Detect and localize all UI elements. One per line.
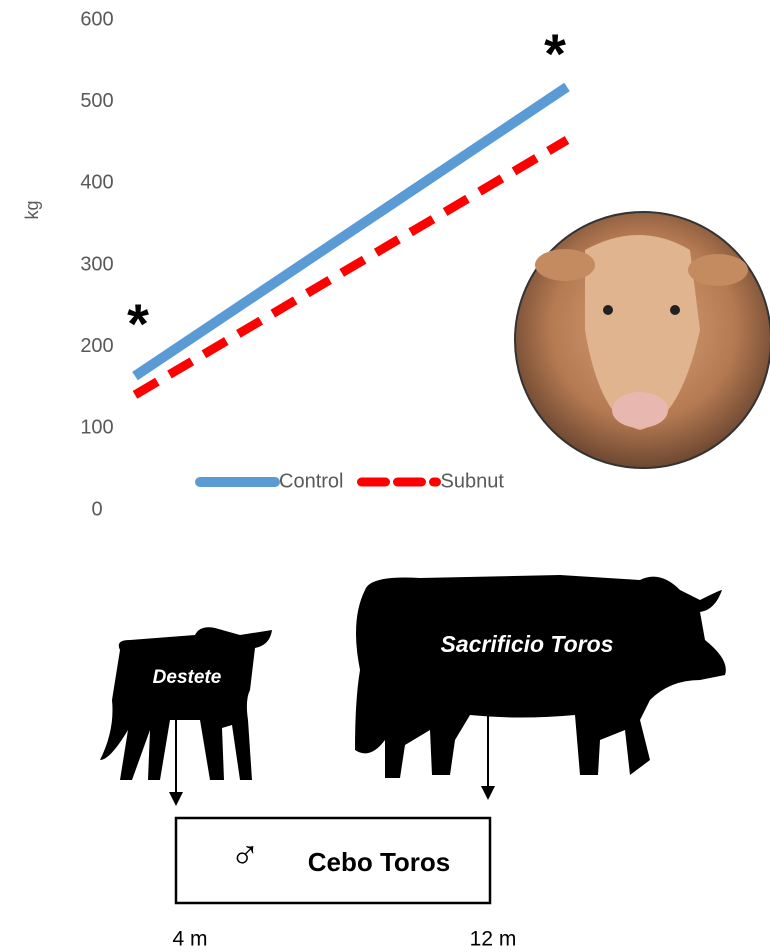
y-tick-label: 200 xyxy=(80,335,113,357)
male-symbol: ♂ xyxy=(230,834,260,878)
calf-label: Destete xyxy=(153,667,222,688)
y-tick-label: 0 xyxy=(91,498,102,520)
line-series xyxy=(132,136,570,399)
annotation: * xyxy=(127,292,149,355)
calf-silhouette xyxy=(100,627,272,780)
box xyxy=(174,816,492,905)
arrows xyxy=(169,665,495,806)
legend-label: Control xyxy=(279,470,343,492)
timeline-label: 4 m xyxy=(172,928,207,951)
bull-silhouette xyxy=(355,575,726,778)
y-tick-label: 300 xyxy=(80,253,113,275)
y-tick-label: 100 xyxy=(80,417,113,439)
line-series xyxy=(132,82,570,381)
annotation: * xyxy=(544,22,566,85)
bull-label: Sacrificio Toros xyxy=(441,631,614,657)
box-label: Cebo Toros xyxy=(308,847,451,877)
y-tick-label: 600 xyxy=(80,8,113,30)
chart: kg * * 0 100 200 300 400 500 600 Control Subnut xyxy=(22,8,770,520)
legend-label: Subnut xyxy=(440,470,504,492)
timeline-label: 12 m xyxy=(470,928,517,951)
y-tick-label: 400 xyxy=(80,172,113,194)
y-tick-label: 500 xyxy=(80,90,113,112)
y-axis-label: kg xyxy=(22,200,42,219)
cow-photo xyxy=(514,211,770,469)
diagram: Destete Sacrificio Toros ♂ Cebo Toros 4 … xyxy=(100,575,726,951)
